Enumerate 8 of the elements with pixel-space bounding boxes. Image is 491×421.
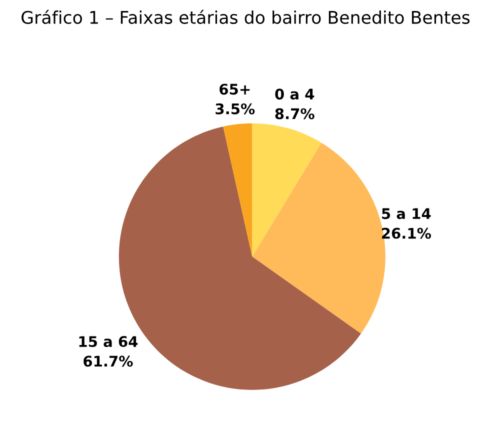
chart-title: Gráfico 1 – Faixas etárias do bairro Benedito Bentes xyxy=(22,10,470,24)
slice-label: 65+ xyxy=(220,84,250,95)
slice-label: 15 a 64 xyxy=(79,336,138,348)
data-label: 61.7% xyxy=(84,356,133,367)
data-label: 8.7% xyxy=(275,108,314,120)
data-label: 3.5% xyxy=(216,103,255,114)
slice-label: 0 a 4 xyxy=(275,88,314,100)
slice-label: 5 a 14 xyxy=(382,208,431,220)
